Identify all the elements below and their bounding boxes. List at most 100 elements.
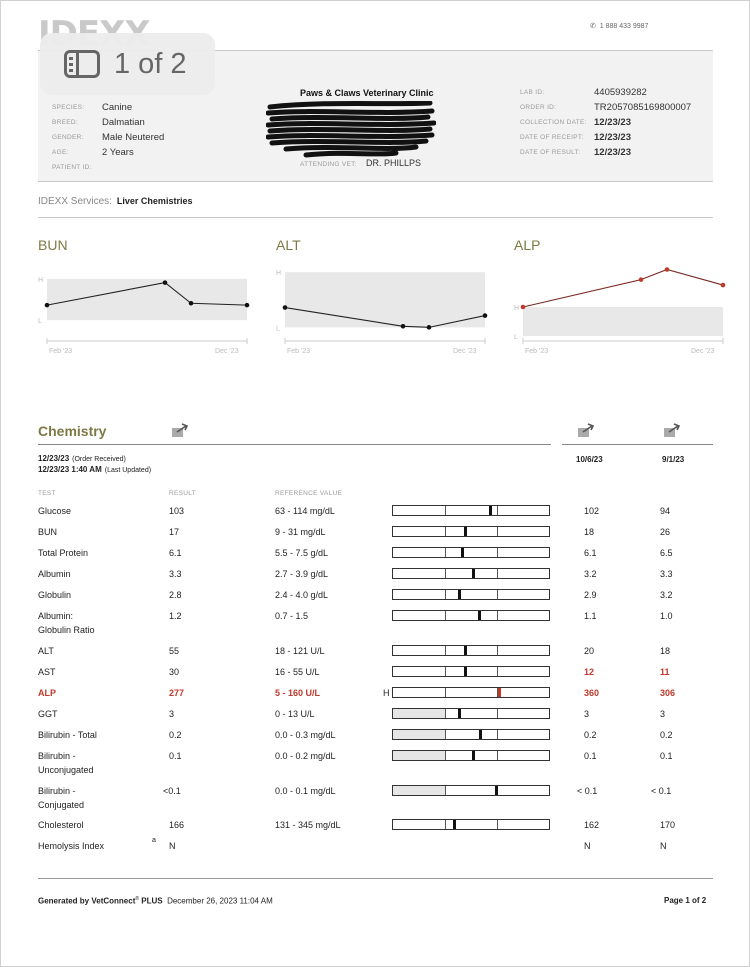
result-value: 2.8 bbox=[169, 590, 182, 600]
reference-range: 63 - 114 mg/dL bbox=[275, 506, 335, 516]
lab-field-label: DATE OF RECEIPT: bbox=[520, 134, 584, 141]
result-value: 30 bbox=[169, 667, 180, 677]
reference-band bbox=[285, 272, 485, 328]
trend-point bbox=[162, 280, 168, 285]
test-name: Bilirubin - Conjugated bbox=[38, 785, 84, 811]
reference-range: 2.7 - 3.9 g/dL bbox=[275, 569, 329, 579]
range-bar-low-shade bbox=[393, 786, 445, 795]
range-bar-divider bbox=[445, 506, 446, 515]
trend-point bbox=[638, 277, 644, 282]
previous-result-1: 1.1 bbox=[584, 611, 597, 621]
pages-icon bbox=[64, 50, 100, 78]
test-name: Cholesterol bbox=[38, 819, 84, 831]
range-bar-divider bbox=[445, 786, 446, 795]
chemistry-title: Chemistry bbox=[38, 423, 107, 439]
test-name-line: Unconjugated bbox=[38, 765, 94, 775]
x-end-label: Dec '23 bbox=[691, 348, 715, 355]
previous-result-1: 18 bbox=[584, 527, 595, 537]
trend-line bbox=[522, 268, 724, 308]
high-label: H bbox=[276, 270, 281, 277]
test-name-line: Bilirubin - Total bbox=[38, 730, 97, 740]
export-icon[interactable] bbox=[663, 423, 681, 438]
test-name-line: Albumin bbox=[38, 569, 71, 579]
range-bar bbox=[392, 687, 550, 698]
previous-result-1: < 0.1 bbox=[577, 786, 598, 796]
range-bar-divider bbox=[445, 548, 446, 557]
services-rule bbox=[38, 217, 713, 218]
result-value: 166 bbox=[169, 820, 185, 830]
result-marker bbox=[464, 667, 467, 676]
x-end-label: Dec '23 bbox=[453, 348, 477, 355]
reference-range: 2.4 - 4.0 g/dL bbox=[275, 590, 329, 600]
footer-rule bbox=[38, 878, 713, 879]
lab-field-value: 12/23/23 bbox=[594, 147, 631, 158]
patient-field-label: AGE: bbox=[52, 149, 69, 156]
lab-field-value: 12/23/23 bbox=[594, 117, 631, 128]
chemistry-rule bbox=[38, 444, 551, 445]
high-label: H bbox=[38, 277, 43, 284]
range-bar-divider bbox=[445, 611, 446, 620]
range-bar-divider bbox=[445, 730, 446, 739]
x-axis bbox=[46, 338, 248, 344]
result-value: 103 bbox=[169, 506, 185, 516]
column-header-test: TEST bbox=[38, 490, 56, 497]
result-marker bbox=[472, 569, 475, 578]
result-value: 17 bbox=[169, 527, 180, 537]
range-bar bbox=[392, 610, 550, 621]
export-icon[interactable] bbox=[171, 423, 189, 438]
range-bar bbox=[392, 785, 550, 796]
trend-title: BUN bbox=[38, 237, 68, 253]
range-bar-divider bbox=[497, 709, 498, 718]
test-name: Glucose bbox=[38, 505, 71, 517]
previous-result-1: N bbox=[584, 841, 591, 851]
test-name-line: Glucose bbox=[38, 506, 72, 516]
result-value: 277 bbox=[169, 688, 185, 698]
trend-point bbox=[244, 302, 250, 308]
reference-range: 0.0 - 0.1 mg/dL bbox=[275, 786, 336, 796]
test-name: Bilirubin - Unconjugated bbox=[38, 750, 94, 776]
previous-result-1: 0.1 bbox=[584, 751, 597, 761]
lab-field-label: COLLECTION DATE: bbox=[520, 119, 587, 126]
patient-field-value: Canine bbox=[102, 102, 133, 113]
redaction-scribble bbox=[266, 101, 436, 158]
range-bar bbox=[392, 568, 550, 579]
page-counter-overlay[interactable]: 1 of 2 bbox=[40, 33, 215, 95]
trend-plot: H L Feb '23 Dec '23 bbox=[276, 270, 488, 355]
previous-result-2: 0.1 bbox=[660, 751, 673, 761]
range-bar bbox=[392, 589, 550, 600]
range-bar-divider bbox=[445, 751, 446, 760]
previous-result-1: 162 bbox=[584, 820, 600, 830]
column-header-reference: REFERENCE VALUE bbox=[275, 490, 343, 497]
previous-result-2: 3 bbox=[660, 709, 666, 719]
range-bar-divider bbox=[445, 527, 446, 536]
test-name: ALT bbox=[38, 645, 54, 657]
lab-field-value: 12/23/23 bbox=[594, 132, 631, 143]
test-name: Albumin: Globulin Ratio bbox=[38, 610, 95, 636]
result-marker bbox=[479, 730, 482, 739]
range-bar-divider bbox=[497, 646, 498, 655]
test-name: Total Protein bbox=[38, 547, 88, 559]
previous-result-1: 3 bbox=[584, 709, 590, 719]
high-label: H bbox=[514, 305, 519, 312]
range-bar-divider bbox=[497, 506, 498, 515]
previous-result-1: 12 bbox=[584, 667, 595, 677]
test-name-line: AST bbox=[38, 667, 56, 677]
result-value: 55 bbox=[169, 646, 180, 656]
previous-result-2: 11 bbox=[660, 667, 670, 677]
previous-date-2: 9/1/23 bbox=[662, 455, 685, 464]
reference-range: 131 - 345 mg/dL bbox=[275, 820, 341, 830]
range-bar bbox=[392, 819, 550, 830]
patient-field-label: PATIENT ID: bbox=[52, 164, 92, 171]
range-bar-divider bbox=[497, 820, 498, 829]
range-bar-low-shade bbox=[393, 730, 445, 739]
previous-result-2: N bbox=[660, 841, 667, 851]
lab-field-label: ORDER ID: bbox=[520, 104, 557, 111]
test-name-line: GGT bbox=[38, 709, 58, 719]
result-marker bbox=[458, 590, 461, 599]
trend-point bbox=[520, 304, 526, 310]
range-bar-divider bbox=[497, 688, 498, 697]
reference-range: 0.7 - 1.5 bbox=[275, 611, 309, 621]
patient-field-value: 2 Years bbox=[102, 147, 134, 158]
export-icon[interactable] bbox=[577, 423, 595, 438]
trend-title: ALT bbox=[276, 237, 301, 253]
